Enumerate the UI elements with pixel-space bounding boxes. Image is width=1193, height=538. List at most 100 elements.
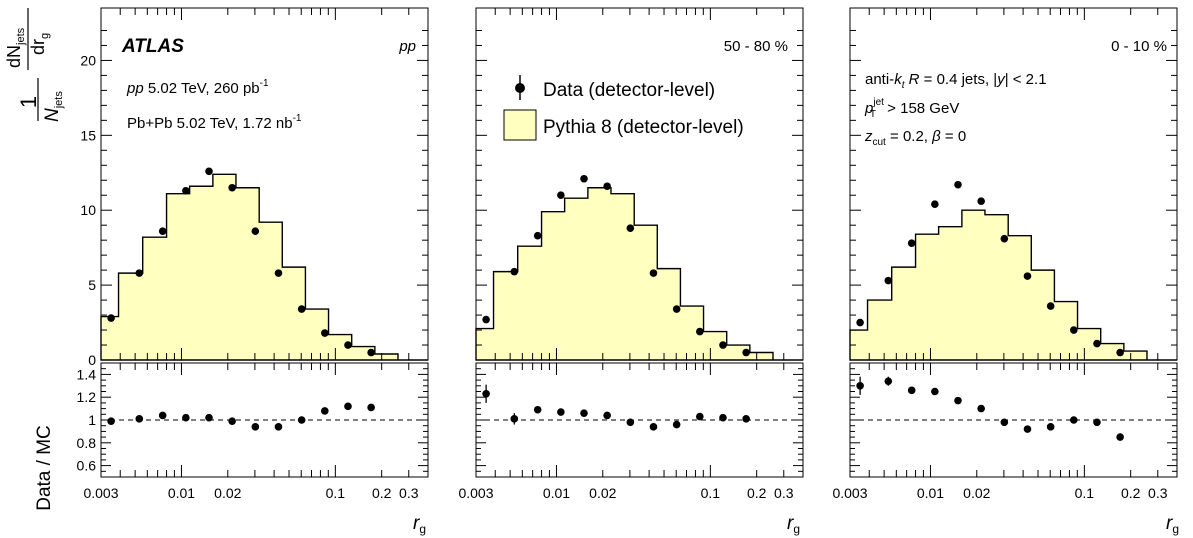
xtick-label: 0.01 bbox=[917, 485, 944, 501]
ratio-point bbox=[603, 411, 611, 420]
data-point bbox=[931, 200, 939, 209]
upper-ytick-label: 15 bbox=[80, 127, 96, 143]
data-point bbox=[158, 227, 167, 235]
pp-info: pp 5.02 TeV, 260 pb-1 bbox=[126, 78, 269, 97]
ylabel-N-sub: jets bbox=[53, 91, 65, 110]
xtick-label: 0.2 bbox=[1121, 485, 1141, 501]
atlas-label: ATLAS bbox=[121, 36, 184, 57]
ratio-ytick-label: 1 bbox=[88, 412, 96, 428]
xtick-label: 0.1 bbox=[701, 485, 721, 501]
xtick-label: 0.003 bbox=[83, 485, 118, 501]
legend-mc-swatch bbox=[503, 109, 537, 141]
data-point bbox=[321, 329, 329, 337]
jet-pt-cut: pjet T > 158 GeV bbox=[864, 97, 959, 120]
upper-ytick-label: 20 bbox=[80, 52, 96, 68]
xtick-label: 0.1 bbox=[1075, 485, 1095, 501]
data-point bbox=[107, 314, 115, 322]
upper-ytick-label: 5 bbox=[88, 277, 96, 293]
data-point bbox=[603, 182, 611, 191]
ratio-ytick-label: 0.8 bbox=[77, 435, 97, 451]
ratio-point bbox=[1093, 418, 1101, 427]
data-point bbox=[884, 276, 893, 285]
xtick-label: 0.02 bbox=[589, 485, 616, 501]
ratio-point bbox=[228, 417, 236, 425]
ratio-ytick-label: 1.2 bbox=[77, 389, 97, 405]
upper-frame-1 bbox=[100, 7, 429, 361]
xtick-label: 0.2 bbox=[747, 485, 767, 501]
ratio-point bbox=[856, 382, 864, 390]
data-point bbox=[580, 174, 588, 183]
mc-histogram-2 bbox=[475, 187, 803, 361]
data-point bbox=[1000, 234, 1009, 243]
ratio-point bbox=[1023, 425, 1032, 433]
data-point bbox=[228, 183, 236, 192]
upper-ytick-label: 0 bbox=[88, 352, 96, 368]
xtick-label: 0.003 bbox=[458, 485, 493, 501]
pp-system-label: pp bbox=[398, 38, 416, 55]
mc-histogram-1 bbox=[100, 173, 428, 361]
data-point bbox=[856, 318, 864, 327]
ratio-point bbox=[884, 377, 893, 386]
ratio-point bbox=[297, 416, 306, 424]
ratio-point bbox=[696, 412, 704, 421]
data-point bbox=[297, 305, 306, 313]
xtick-label: 0.1 bbox=[326, 485, 346, 501]
ratio-point bbox=[321, 407, 329, 415]
ratio-point bbox=[344, 402, 352, 411]
xlabel-panel-3: rg bbox=[1166, 513, 1179, 536]
svg-text:dNjets: dNjets bbox=[4, 27, 27, 68]
ratio-point bbox=[107, 417, 115, 425]
plot-area: 0 5 10 15 20 0.6 0.8 1 1.2 1.4 0.003 0.01 0.02 0.1 0.2… bbox=[77, 7, 1178, 501]
data-point bbox=[344, 341, 352, 349]
legend: Data (detector-level) Pythia 8 (detector… bbox=[503, 75, 744, 141]
ratio-point bbox=[158, 411, 167, 420]
ylabel-dr-sub: g bbox=[39, 33, 51, 39]
data-point bbox=[719, 341, 727, 349]
xtick-label: 0.003 bbox=[832, 485, 867, 501]
ratio-point bbox=[482, 389, 490, 398]
upper-frame-3 bbox=[849, 7, 1178, 361]
data-point bbox=[696, 327, 704, 336]
xtick-label: 0.2 bbox=[372, 485, 392, 501]
ratio-point bbox=[251, 423, 260, 431]
ylabel-N: N bbox=[42, 108, 63, 122]
ratio-point bbox=[367, 403, 375, 412]
ratio-point bbox=[1116, 433, 1124, 441]
ratio-point bbox=[931, 387, 939, 396]
data-point bbox=[135, 269, 144, 277]
svg-text:drg: drg bbox=[28, 33, 51, 55]
data-point bbox=[510, 267, 519, 276]
ratio-point bbox=[1046, 423, 1055, 431]
data-point bbox=[205, 167, 213, 176]
jet-algorithm-info: anti-kt R = 0.4 jets, |y| < 2.1 bbox=[865, 71, 1047, 91]
ratio-point bbox=[135, 415, 144, 423]
legend-data-marker bbox=[515, 83, 525, 93]
ratio-point bbox=[1000, 418, 1009, 427]
data-point bbox=[1070, 326, 1078, 334]
ratio-point bbox=[274, 423, 283, 431]
xtick-label: 0.3 bbox=[1148, 485, 1168, 501]
ylabel-ratio: Data / MC bbox=[34, 425, 55, 511]
data-point bbox=[977, 197, 985, 206]
centrality-mid-label: 50 - 80 % bbox=[724, 38, 788, 55]
ratio-point bbox=[1070, 416, 1078, 424]
svg-text:Njets: Njets bbox=[42, 91, 65, 122]
data-point bbox=[907, 239, 916, 247]
legend-data-label: Data (detector-level) bbox=[543, 80, 715, 101]
data-point bbox=[649, 269, 658, 277]
data-point bbox=[626, 224, 635, 232]
data-point bbox=[557, 191, 565, 200]
pbpb-info: Pb+Pb 5.02 TeV, 1.72 nb-1 bbox=[127, 113, 302, 132]
mc-histogram-3 bbox=[849, 209, 1177, 361]
ratio-point bbox=[907, 386, 916, 395]
xtick-label: 0.3 bbox=[774, 485, 794, 501]
ratio-point bbox=[954, 396, 962, 405]
ratio-ytick-label: 0.6 bbox=[77, 458, 97, 474]
ylabel-dN: dN bbox=[4, 45, 24, 68]
ratio-point bbox=[672, 420, 681, 429]
xtick-label: 0.02 bbox=[963, 485, 990, 501]
zcut-beta-info: zcut = 0.2, β = 0 bbox=[864, 128, 966, 148]
ratio-point bbox=[580, 409, 588, 417]
ratio-point bbox=[649, 423, 658, 431]
